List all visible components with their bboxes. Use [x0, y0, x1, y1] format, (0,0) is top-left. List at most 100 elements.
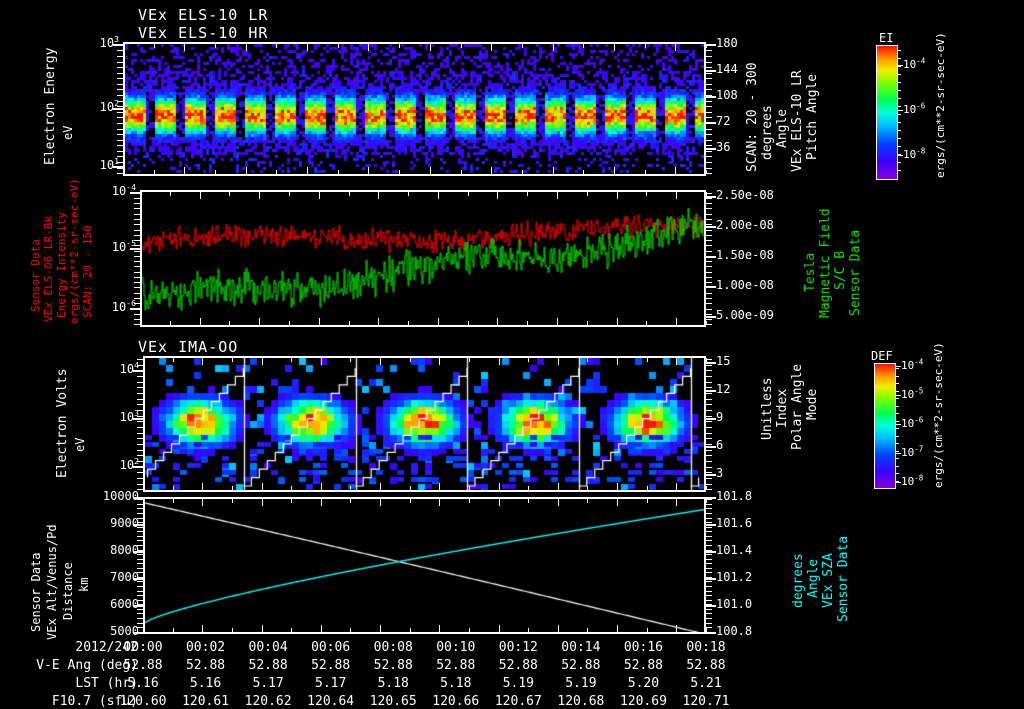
axis-major-tick — [130, 248, 140, 250]
axis-minor-tick — [137, 449, 143, 451]
axis-tick-label: 12 — [716, 382, 731, 396]
bottom-table-row-label: LST (hr) — [75, 676, 138, 691]
x-axis-tick — [215, 44, 217, 48]
axis-minor-tick — [706, 276, 712, 278]
axis-minor-tick — [706, 162, 712, 164]
x-axis-tick — [521, 170, 523, 174]
axis-tick-label: 1.00e-08 — [716, 278, 774, 292]
x-axis-tick — [616, 192, 618, 199]
panel1-colorbar-title: EI — [879, 31, 894, 45]
axis-tick-label: 36 — [716, 140, 731, 154]
axis-minor-tick — [117, 167, 123, 169]
colorbar-minor-tick — [898, 66, 901, 67]
x-axis-tick — [172, 486, 174, 490]
x-axis-tick — [528, 486, 530, 490]
x-axis-tick — [261, 499, 263, 506]
panel4-right-label-angle: Angle — [806, 558, 821, 598]
colorbar-tick-label: 10-5 — [901, 386, 924, 401]
axis-minor-tick — [706, 224, 712, 226]
x-axis-tick — [409, 499, 411, 503]
colorbar-minor-tick — [898, 58, 901, 59]
axis-minor-tick — [137, 398, 143, 400]
colorbar-tick-label: 10-4 — [901, 357, 924, 372]
axis-minor-tick — [134, 255, 140, 257]
panel2-plot[interactable] — [140, 190, 706, 327]
axis-minor-tick — [706, 319, 712, 321]
axis-minor-tick — [706, 535, 712, 537]
colorbar-minor-tick — [896, 473, 899, 474]
bottom-table-cell: 120.65 — [369, 694, 417, 709]
axis-minor-tick — [706, 631, 712, 633]
axis-minor-tick — [134, 197, 140, 199]
x-axis-tick — [644, 44, 646, 48]
x-axis-tick — [706, 192, 707, 196]
axis-minor-tick — [706, 167, 712, 169]
axis-minor-tick — [706, 245, 712, 247]
axis-minor-tick — [117, 117, 123, 119]
axis-minor-tick — [137, 576, 143, 578]
panel4-right-label-degrees: degrees — [791, 553, 806, 608]
axis-minor-tick — [706, 517, 712, 519]
axis-major-tick — [133, 605, 143, 607]
axis-minor-tick — [706, 111, 712, 113]
axis-minor-tick — [706, 308, 712, 310]
axis-minor-tick — [706, 404, 712, 406]
x-axis-tick — [586, 321, 588, 325]
axis-minor-tick — [137, 381, 143, 383]
axis-minor-tick — [706, 50, 712, 52]
axis-minor-tick — [117, 61, 123, 63]
bottom-table-cell: 5.19 — [565, 676, 597, 691]
x-axis-tick — [199, 192, 201, 199]
axis-minor-tick — [706, 604, 712, 606]
axis-major-tick — [706, 578, 716, 580]
axis-minor-tick — [137, 466, 143, 468]
bottom-table-cell: 52.88 — [623, 658, 663, 673]
axis-minor-tick — [134, 319, 140, 321]
axis-tick-label: 9000 — [110, 516, 139, 530]
x-axis-tick — [291, 358, 293, 362]
x-axis-tick — [350, 358, 352, 362]
axis-minor-tick — [137, 392, 143, 394]
axis-minor-tick — [706, 421, 712, 423]
axis-tick-label: 101.4 — [716, 543, 753, 557]
bottom-table-cell: 120.66 — [432, 694, 480, 709]
x-axis-tick — [320, 499, 322, 506]
axis-minor-tick — [134, 308, 140, 310]
x-axis-tick — [460, 44, 462, 48]
x-axis-tick — [378, 192, 380, 199]
axis-minor-tick — [706, 358, 712, 360]
panel3-plot[interactable] — [143, 356, 706, 492]
x-axis-tick — [399, 170, 401, 174]
panel4-plot[interactable] — [143, 497, 706, 634]
x-axis-tick — [583, 44, 585, 48]
axis-minor-tick — [706, 590, 712, 592]
x-axis-tick — [408, 192, 410, 196]
bottom-table-cell: 00:00 — [123, 640, 163, 655]
x-axis-tick — [229, 321, 231, 325]
x-axis-tick — [307, 167, 309, 174]
bottom-table-cell: 120.61 — [182, 694, 230, 709]
axis-minor-tick — [706, 266, 712, 268]
x-axis-tick — [557, 192, 559, 199]
axis-tick-label: 9 — [716, 410, 724, 424]
x-axis-tick — [350, 628, 352, 632]
axis-minor-tick — [134, 192, 140, 194]
axis-minor-tick — [706, 387, 712, 389]
axis-minor-tick — [706, 613, 712, 615]
x-axis-tick — [587, 358, 589, 362]
bottom-table-cell: 52.88 — [561, 658, 601, 673]
axis-minor-tick — [117, 67, 123, 69]
bottom-table-row-label: F10.7 (sfu) — [51, 694, 138, 709]
panel2-right-label-quantity: Magnetic Field — [818, 208, 833, 318]
axis-tick-label: 101.2 — [716, 570, 753, 584]
axis-minor-tick — [137, 581, 143, 583]
axis-minor-tick — [706, 599, 712, 601]
axis-minor-tick — [706, 554, 712, 556]
panel1-plot[interactable] — [123, 42, 706, 176]
colorbar-minor-tick — [896, 405, 899, 407]
bottom-table-cell: 5.17 — [315, 676, 347, 691]
axis-minor-tick — [134, 218, 140, 220]
colorbar-tick-label: 10-4 — [903, 56, 926, 71]
x-axis-tick — [437, 192, 439, 199]
axis-minor-tick — [117, 78, 123, 80]
